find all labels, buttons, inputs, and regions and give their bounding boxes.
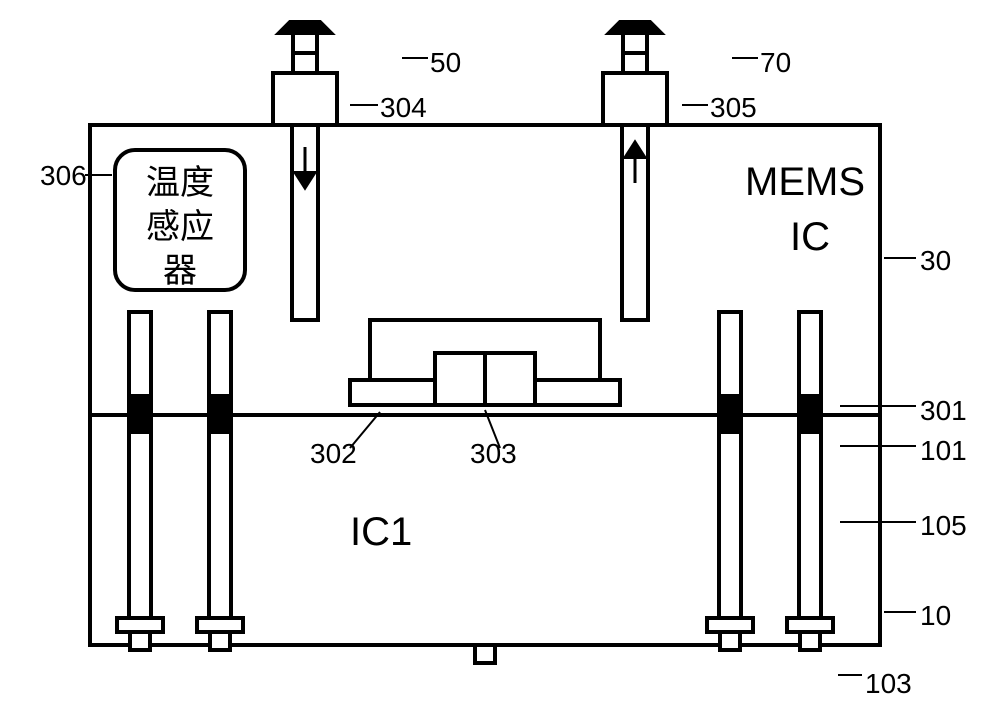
label-303: 303 xyxy=(470,438,517,470)
label-10: 10 xyxy=(920,600,951,632)
diagram-svg: 温度感应器 xyxy=(50,20,950,695)
label-50: 50 xyxy=(430,47,461,79)
label-302: 302 xyxy=(310,438,357,470)
label-ic-upper: IC xyxy=(790,215,830,260)
label-70: 70 xyxy=(760,47,791,79)
svg-text:器: 器 xyxy=(163,252,197,290)
label-304: 304 xyxy=(380,92,427,124)
diagram-root: 温度感应器 50 70 304 305 306 MEMS IC 30 IC1 3… xyxy=(50,20,950,695)
label-ic1: IC1 xyxy=(350,510,412,555)
label-306: 306 xyxy=(40,160,87,192)
label-301: 301 xyxy=(920,395,967,427)
svg-text:温度: 温度 xyxy=(146,164,214,202)
svg-text:感应: 感应 xyxy=(146,208,214,246)
label-101: 101 xyxy=(920,435,967,467)
label-103: 103 xyxy=(865,668,912,700)
label-105: 105 xyxy=(920,510,967,542)
label-305: 305 xyxy=(710,92,757,124)
label-mems: MEMS xyxy=(745,160,865,205)
label-30: 30 xyxy=(920,245,951,277)
